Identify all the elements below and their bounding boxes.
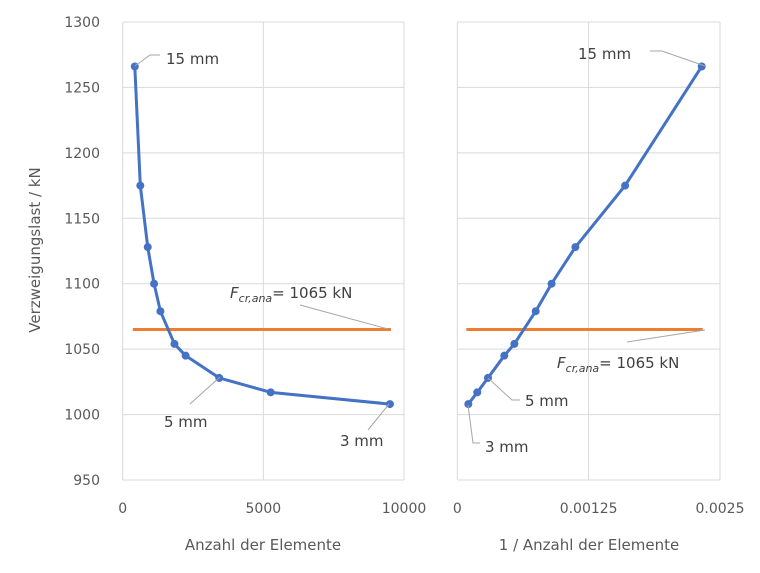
data-point (500, 351, 509, 360)
data-point (136, 181, 145, 190)
series-line (133, 66, 391, 406)
leader-line (367, 403, 390, 431)
y-tick-label: 1000 (64, 408, 100, 424)
y-tick-label: 950 (73, 473, 100, 489)
x-tick-label: 10000 (382, 501, 427, 517)
leader-line (487, 377, 520, 401)
y-tick-label: 1050 (64, 342, 100, 358)
data-point (143, 243, 152, 252)
annotation-3mm-left: 3 mm (340, 432, 384, 450)
x-tick-label: 0.0025 (696, 501, 745, 517)
y-tick-label: 1150 (64, 211, 100, 227)
annotation-5mm-right: 5 mm (525, 392, 569, 410)
data-point (571, 243, 580, 252)
data-point (473, 388, 482, 397)
data-point (531, 307, 540, 316)
reference-label-left: Fcr,ana= 1065 kN (230, 284, 352, 305)
x-axis-title-left: Anzahl der Elemente (185, 536, 341, 554)
annotation-15mm-left: 15 mm (166, 50, 219, 68)
data-point (181, 351, 190, 360)
y-tick-label: 1300 (64, 15, 100, 31)
annotation-15mm-right: 15 mm (578, 45, 631, 63)
leader-line (467, 404, 480, 444)
y-tick-label: 1250 (64, 80, 100, 96)
y-axis-title: Verzweigungslast / kN (26, 167, 44, 332)
x-axis-title-right: 1 / Anzahl der Elemente (499, 536, 679, 554)
data-point (150, 279, 159, 288)
x-tick-label: 0 (453, 501, 462, 517)
leader-line (299, 304, 389, 330)
data-point (156, 307, 165, 316)
data-point (464, 400, 473, 409)
reference-label-right: Fcr,ana= 1065 kN (557, 354, 679, 375)
data-point (547, 279, 556, 288)
x-tick-label: 0.00125 (560, 501, 618, 517)
leader-line (650, 50, 706, 67)
series-line (467, 65, 703, 406)
annotation-3mm-right: 3 mm (485, 438, 529, 456)
data-point (621, 181, 630, 190)
annotation-5mm-left: 5 mm (164, 413, 208, 431)
leader-line (134, 54, 160, 67)
leader-line (626, 329, 706, 343)
y-tick-label: 1200 (64, 146, 100, 162)
x-tick-label: 0 (118, 501, 127, 517)
leader-line (189, 376, 221, 405)
x-tick-label: 5000 (246, 501, 282, 517)
data-point (266, 388, 275, 397)
y-tick-label: 1100 (64, 277, 100, 293)
data-point (510, 339, 519, 348)
data-point (170, 339, 179, 348)
